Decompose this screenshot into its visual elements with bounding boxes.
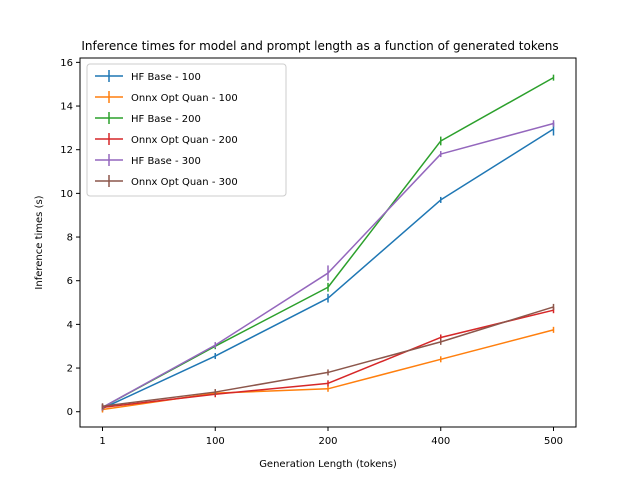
y-axis: 0 2 4 6 8 10 12 14 16 xyxy=(60,58,80,418)
x-tick-label: 200 xyxy=(318,436,337,447)
series-layer xyxy=(101,74,555,413)
y-tick-label: 4 xyxy=(67,320,73,331)
legend-label: Onnx Opt Quan - 300 xyxy=(131,177,238,188)
y-tick-label: 12 xyxy=(60,145,73,156)
y-tick-label: 2 xyxy=(67,364,73,375)
legend-item: HF Base - 100 xyxy=(95,70,201,83)
chart-title: Inference times for model and prompt len… xyxy=(81,39,558,53)
legend: HF Base - 100 Onnx Opt Quan - 100 HF Base … xyxy=(86,63,287,197)
series-6 xyxy=(101,303,555,410)
x-tick-label: 400 xyxy=(431,436,450,447)
axes-frame xyxy=(79,57,577,428)
legend-item: HF Base - 300 xyxy=(95,154,201,167)
x-tick-label: 100 xyxy=(206,436,225,447)
legend-label: HF Base - 200 xyxy=(131,114,201,125)
y-tick-label: 14 xyxy=(60,102,73,113)
legend-label: HF Base - 300 xyxy=(131,156,201,167)
y-tick-label: 8 xyxy=(67,233,73,244)
x-axis-label: Generation Length (tokens) xyxy=(259,459,397,470)
legend-box xyxy=(86,63,287,197)
y-axis-label: Inference times (s) xyxy=(34,195,45,289)
legend-item: Onnx Opt Quan - 300 xyxy=(95,175,238,188)
legend-item: Onnx Opt Quan - 200 xyxy=(95,133,238,146)
y-tick-label: 16 xyxy=(60,58,73,69)
x-tick-label: 500 xyxy=(544,436,563,447)
x-axis: 1 100 200 400 500 xyxy=(99,427,563,447)
legend-label: Onnx Opt Quan - 200 xyxy=(131,135,238,146)
legend-label: HF Base - 100 xyxy=(131,72,201,83)
y-tick-label: 10 xyxy=(60,189,73,200)
x-tick-label: 1 xyxy=(99,436,105,447)
legend-label: Onnx Opt Quan - 100 xyxy=(131,93,238,104)
legend-item: Onnx Opt Quan - 100 xyxy=(95,91,238,104)
y-tick-label: 0 xyxy=(67,407,73,418)
legend-item: HF Base - 200 xyxy=(95,112,201,125)
y-tick-label: 6 xyxy=(67,276,73,287)
